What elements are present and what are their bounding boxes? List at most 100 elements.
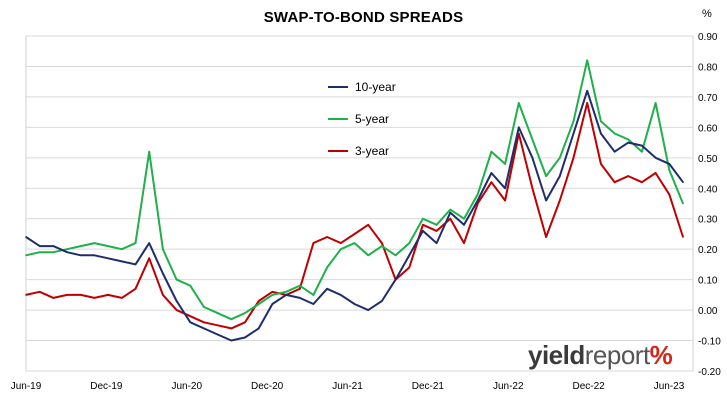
data-point-10-year: [107, 257, 109, 260]
data-point-3-year: [107, 294, 109, 296]
data-point-3-year: [654, 172, 657, 174]
data-point-3-year: [463, 242, 465, 244]
data-point-5-year: [175, 278, 178, 281]
data-point-3-year: [271, 291, 274, 293]
data-point-5-year: [340, 248, 342, 250]
data-point-5-year: [271, 294, 274, 296]
x-tick-label: Jun-22: [493, 381, 524, 392]
data-point-3-year: [668, 193, 671, 196]
data-point-5-year: [66, 248, 68, 250]
data-point-5-year: [463, 217, 465, 220]
chart-title: SWAP-TO-BOND SPREADS: [263, 9, 464, 26]
data-point-10-year: [490, 172, 493, 174]
data-point-5-year: [244, 312, 246, 314]
y-tick-label: 0.20: [698, 245, 718, 256]
data-point-5-year: [641, 150, 643, 153]
data-point-5-year: [230, 318, 233, 321]
data-point-10-year: [257, 327, 260, 330]
data-point-10-year: [134, 263, 137, 266]
data-point-3-year: [422, 224, 424, 226]
data-point-3-year: [38, 291, 41, 293]
data-point-3-year: [559, 199, 561, 202]
data-point-5-year: [189, 284, 192, 287]
data-point-3-year: [244, 321, 246, 324]
data-point-5-year: [586, 59, 588, 62]
data-point-5-year: [367, 254, 369, 257]
data-point-5-year: [298, 284, 301, 287]
data-point-5-year: [476, 193, 479, 196]
data-point-10-year: [641, 144, 643, 147]
data-point-10-year: [230, 339, 233, 342]
data-point-5-year: [627, 138, 630, 141]
data-point-3-year: [25, 294, 27, 296]
data-point-3-year: [52, 297, 55, 299]
data-point-3-year: [162, 294, 164, 296]
data-point-5-year: [148, 150, 150, 153]
data-point-3-year: [545, 236, 547, 238]
data-point-3-year: [203, 321, 205, 324]
data-point-3-year: [613, 181, 616, 183]
data-point-5-year: [257, 303, 260, 305]
data-point-3-year: [312, 242, 315, 244]
data-point-10-year: [216, 333, 219, 336]
data-point-5-year: [408, 242, 411, 244]
y-tick-label: 0.60: [698, 123, 718, 134]
x-tick-label: Dec-22: [573, 381, 606, 392]
data-point-10-year: [93, 254, 96, 257]
data-point-3-year: [367, 224, 369, 226]
data-point-10-year: [600, 132, 602, 135]
data-point-3-year: [641, 181, 643, 183]
data-point-10-year: [326, 287, 328, 290]
data-point-10-year: [476, 199, 479, 202]
y-tick-label: 0.10: [698, 276, 718, 287]
data-point-10-year: [189, 321, 192, 324]
data-point-10-year: [504, 187, 506, 190]
data-point-3-year: [93, 297, 96, 299]
series-line-10-year: [25, 89, 684, 342]
data-point-5-year: [545, 175, 547, 177]
data-point-10-year: [394, 278, 397, 281]
data-point-3-year: [627, 175, 630, 177]
data-point-10-year: [25, 236, 27, 238]
data-point-5-year: [504, 163, 506, 165]
data-point-5-year: [572, 120, 575, 123]
y-tick-label: 0.70: [698, 93, 718, 104]
data-point-10-year: [66, 251, 68, 254]
legend-label-3-year: 3-year: [355, 144, 389, 158]
data-point-5-year: [52, 251, 55, 254]
data-point-10-year: [517, 126, 520, 129]
data-point-5-year: [353, 242, 356, 244]
data-point-3-year: [435, 230, 438, 232]
data-point-3-year: [490, 181, 493, 183]
x-tick-label: Jun-21: [332, 381, 363, 392]
x-tick-label: Dec-19: [90, 381, 123, 392]
data-point-3-year: [531, 187, 534, 190]
data-point-5-year: [312, 294, 315, 296]
x-tick-label: Jun-19: [11, 381, 42, 392]
data-point-5-year: [38, 251, 41, 254]
data-point-5-year: [107, 245, 109, 247]
data-point-10-year: [162, 272, 164, 275]
yieldreport-logo: yieldreport%: [528, 340, 673, 371]
data-point-5-year: [613, 132, 616, 135]
data-point-5-year: [600, 120, 602, 123]
data-point-10-year: [121, 260, 123, 263]
logo-part-percent: %: [649, 340, 673, 370]
data-point-3-year: [148, 257, 150, 260]
data-point-10-year: [203, 327, 205, 330]
x-tick-label: Dec-21: [412, 381, 445, 392]
data-point-3-year: [600, 163, 602, 165]
data-point-5-year: [517, 102, 520, 104]
data-point-10-year: [613, 150, 616, 153]
data-point-10-year: [52, 245, 55, 247]
data-point-3-year: [449, 217, 452, 220]
data-point-5-year: [326, 266, 328, 269]
data-point-3-year: [121, 297, 123, 299]
data-point-10-year: [79, 254, 82, 257]
data-point-10-year: [312, 303, 315, 305]
data-point-5-year: [381, 245, 383, 247]
data-point-10-year: [654, 157, 657, 159]
data-point-10-year: [682, 181, 684, 183]
data-point-5-year: [216, 312, 219, 314]
